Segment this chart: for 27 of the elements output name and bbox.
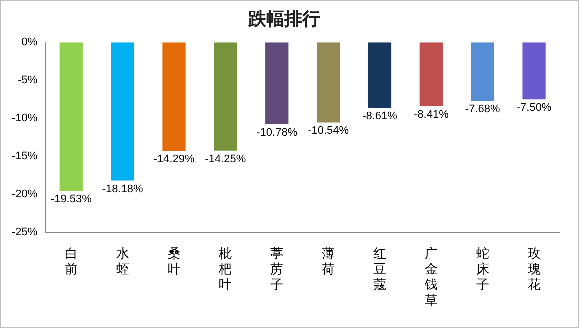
x-tick-label: 白前 <box>64 246 78 277</box>
y-tick-label: -10% <box>12 112 38 125</box>
x-tick-label: 葶苈子 <box>270 246 284 292</box>
data-label: -10.78% <box>256 127 298 140</box>
x-tick-label: 广金钱草 <box>424 246 438 308</box>
data-label: -7.68% <box>465 104 500 116</box>
data-label: -7.50% <box>516 102 552 114</box>
data-label: -10.54% <box>308 125 350 138</box>
y-tick-label: -15% <box>12 150 38 163</box>
data-label: -19.53% <box>50 194 92 206</box>
chart-title: 跌幅排行 <box>248 8 320 29</box>
x-tick-label: 薄荷 <box>322 246 336 277</box>
x-tick-label: 桑叶 <box>168 246 181 277</box>
y-tick-label: -25% <box>12 226 38 239</box>
x-tick-label: 水蛭 <box>116 246 130 277</box>
y-tick-label: -5% <box>18 74 38 87</box>
y-tick-label: 0% <box>22 36 38 49</box>
x-tick-label: 蛇床子 <box>476 246 490 292</box>
x-tick-label: 红豆蔻 <box>373 246 386 292</box>
data-label: -14.25% <box>205 153 246 166</box>
data-label: -14.29% <box>154 154 195 166</box>
x-tick-label: 玫瑰花 <box>528 246 541 292</box>
data-label: -18.18% <box>102 183 144 196</box>
data-label: -8.41% <box>414 109 450 122</box>
data-label: -8.61% <box>362 110 398 123</box>
x-tick-label: 枇杷叶 <box>218 246 232 292</box>
y-tick-label: -20% <box>12 188 38 201</box>
